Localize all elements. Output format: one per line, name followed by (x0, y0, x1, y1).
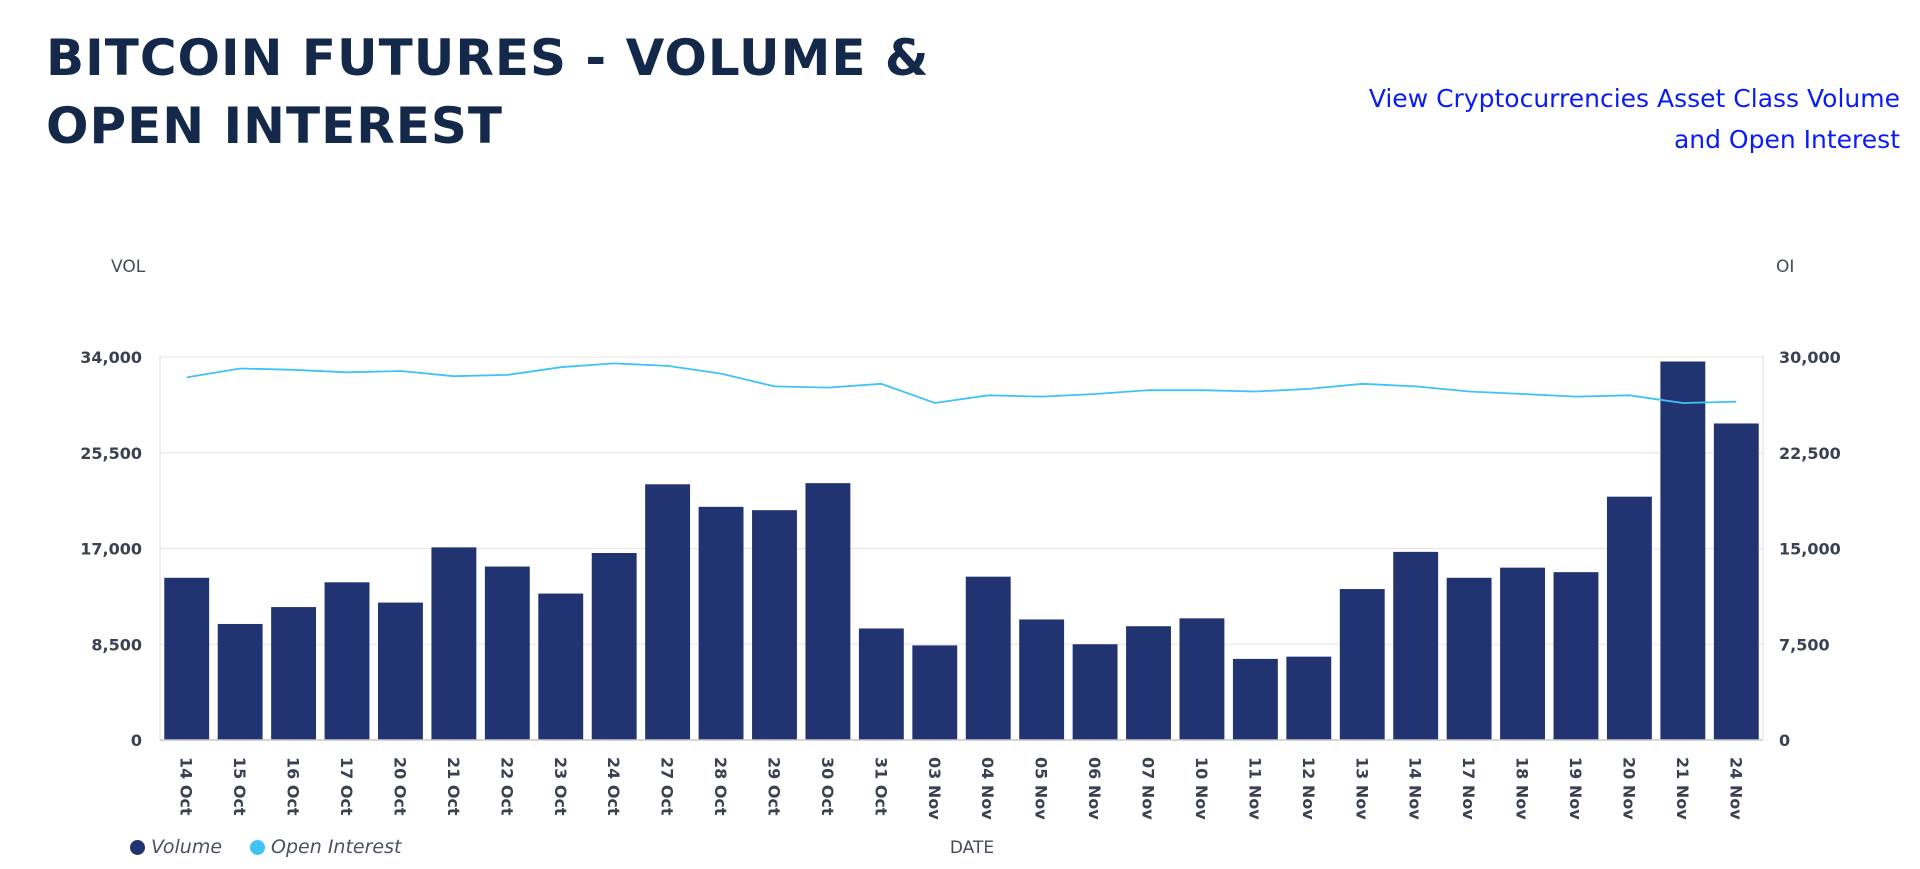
x-tick-label: 29 Oct (764, 757, 783, 816)
x-tick-label: 14 Nov (1406, 757, 1425, 820)
x-tick-label: 07 Nov (1139, 757, 1158, 820)
volume-bar (1179, 618, 1225, 740)
right-axis-title: OI (1776, 257, 1794, 277)
x-tick-label: 18 Nov (1513, 757, 1532, 820)
volume-bar (1286, 656, 1332, 740)
left-tick-label: 34,000 (80, 348, 142, 367)
x-tick-label: 15 Oct (230, 757, 249, 816)
x-tick-label: 19 Nov (1566, 757, 1585, 820)
volume-bars (164, 361, 1759, 740)
x-tick-label: 16 Oct (284, 757, 303, 816)
open-interest-line (186, 362, 1737, 404)
volume-bar (805, 483, 851, 740)
volume-bar (1500, 567, 1545, 740)
volume-bar (1072, 644, 1118, 740)
right-tick-label: 30,000 (1779, 348, 1841, 367)
x-tick-label: 31 Oct (871, 757, 890, 816)
left-tick-label: 8,500 (91, 635, 142, 654)
x-tick-label: 27 Oct (658, 757, 677, 816)
legend-label-volume: Volume (151, 836, 223, 858)
x-tick-label: 30 Oct (818, 757, 837, 816)
x-tick-label: 28 Oct (711, 757, 730, 816)
volume-bar (217, 623, 263, 740)
open-interest-line-group (186, 362, 1737, 404)
volume-bar (1126, 626, 1171, 740)
right-tick-label: 15,000 (1779, 540, 1841, 559)
x-tick-label: 24 Oct (604, 757, 623, 816)
open-interest-legend-dot-icon (250, 839, 266, 855)
volume-bar (645, 484, 691, 740)
volume-bar (271, 607, 317, 740)
left-axis-title: VOL (111, 257, 146, 277)
view-asset-class-link[interactable]: View Cryptocurrencies Asset Class Volume… (1320, 78, 1900, 160)
volume-bar (1019, 619, 1065, 740)
x-tick-label: 17 Nov (1459, 757, 1478, 820)
page-title: BITCOIN FUTURES - VOLUME & OPEN INTEREST (46, 29, 930, 155)
x-tick-label: 24 Nov (1726, 757, 1745, 820)
volume-bar (538, 593, 584, 740)
volume-bar (378, 602, 423, 740)
x-tick-label: 03 Nov (925, 757, 944, 820)
x-tick-label: 13 Nov (1352, 757, 1371, 820)
x-tick-label: 10 Nov (1192, 757, 1211, 820)
left-tick-label: 25,500 (80, 444, 142, 463)
x-tick-label: 17 Oct (337, 757, 356, 816)
x-tick-label: 23 Oct (551, 757, 570, 816)
x-tick-label: 11 Nov (1245, 757, 1264, 820)
x-tick-label: 21 Nov (1673, 757, 1692, 820)
volume-bar (431, 547, 477, 740)
legend-item-open-interest[interactable]: Open Interest (250, 836, 401, 858)
x-tick-label: 20 Nov (1619, 757, 1638, 820)
volume-bar (1660, 361, 1706, 740)
volume-bar (1393, 551, 1439, 740)
x-axis-title: DATE (950, 838, 994, 858)
volume-bar (484, 566, 530, 740)
x-tick-label: 20 Oct (390, 757, 409, 816)
volume-bar (1232, 658, 1278, 740)
volume-bar (858, 628, 904, 740)
link-line-2: and Open Interest (1673, 125, 1900, 154)
x-tick-label: 14 Oct (177, 757, 196, 816)
x-tick-label: 05 Nov (1032, 757, 1051, 820)
legend-item-volume[interactable]: Volume (130, 836, 222, 858)
volume-bar (1553, 572, 1599, 740)
x-tick-label: 04 Nov (978, 757, 997, 820)
volume-bar (1606, 496, 1652, 740)
volume-bar (1339, 589, 1385, 740)
volume-bar (698, 506, 744, 740)
left-tick-label: 0 (131, 731, 142, 750)
volume-legend-dot-icon (130, 839, 145, 855)
x-tick-label: 22 Oct (497, 757, 516, 816)
legend-label-open-interest: Open Interest (271, 836, 402, 858)
volume-bar (164, 577, 210, 740)
link-line-1: View Cryptocurrencies Asset Class Volume (1368, 84, 1900, 113)
left-tick-label: 17,000 (80, 540, 142, 559)
volume-bar (1713, 423, 1759, 740)
axes: 0 0 8,500 7,500 17,000 15,000 25,500 22,500 34,0… (80, 348, 1841, 820)
volume-bar (1446, 577, 1492, 740)
volume-bar (591, 553, 637, 740)
x-tick-label: 21 Oct (444, 757, 463, 816)
grid-lines (160, 356, 1763, 645)
volume-bar (912, 645, 958, 740)
right-tick-label: 0 (1779, 731, 1790, 750)
chart-legend: Volume Open Interest (130, 836, 429, 858)
right-tick-label: 22,500 (1779, 444, 1841, 463)
right-tick-label: 7,500 (1779, 635, 1830, 654)
volume-bar (965, 576, 1011, 740)
x-tick-label: 12 Nov (1299, 757, 1318, 820)
volume-bar (752, 510, 797, 740)
volume-bar (324, 582, 370, 740)
x-tick-label: 06 Nov (1085, 757, 1104, 820)
